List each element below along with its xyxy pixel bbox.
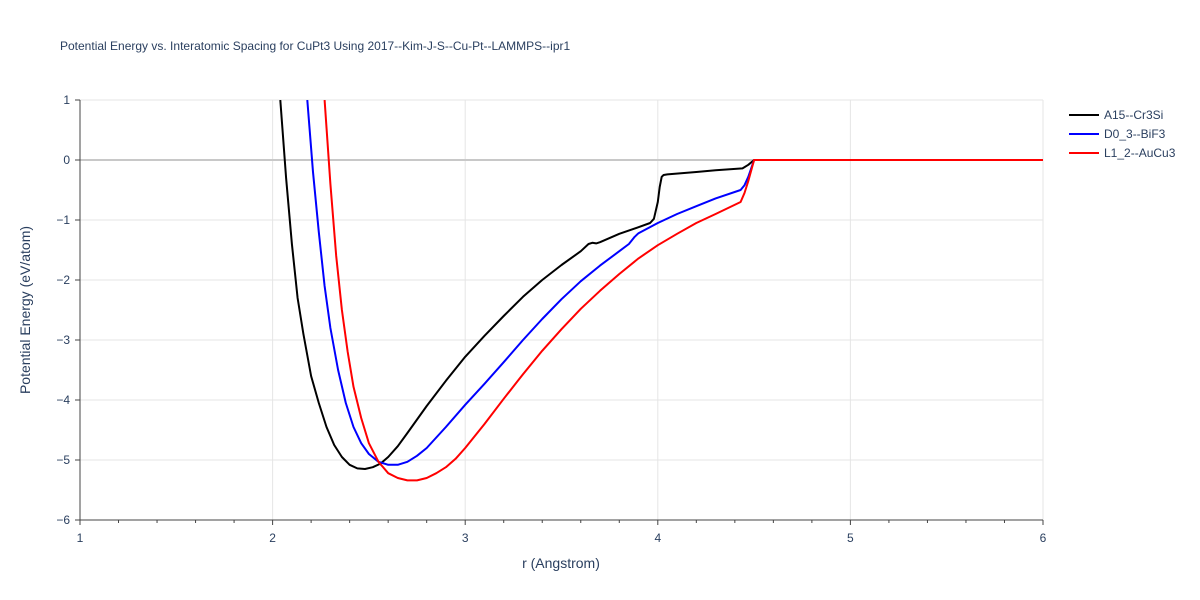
legend[interactable]: A15--Cr3Si D0_3--BiF3 L1_2--AuCu3 bbox=[1069, 108, 1176, 160]
legend-label: L1_2--AuCu3 bbox=[1104, 146, 1176, 160]
x-axis-title: r (Angstrom) bbox=[522, 555, 600, 571]
chart-title: Potential Energy vs. Interatomic Spacing… bbox=[60, 39, 570, 53]
series-line-3[interactable] bbox=[323, 100, 1043, 482]
x-tick-label: 4 bbox=[654, 531, 661, 545]
legend-item[interactable]: D0_3--BiF3 bbox=[1069, 127, 1166, 141]
axes: 1 2 3 4 5 6 1 0 −1 −2 −3 −4 −5 −6 bbox=[56, 93, 1046, 545]
x-tick-label: 5 bbox=[847, 531, 854, 545]
x-tick-label: 1 bbox=[77, 531, 84, 545]
y-tick-label: −6 bbox=[56, 513, 70, 527]
y-tick-label: −3 bbox=[56, 333, 70, 347]
x-tick-label: 2 bbox=[269, 531, 276, 545]
series-line-2[interactable] bbox=[306, 100, 1043, 466]
y-axis-title: Potential Energy (eV/atom) bbox=[17, 226, 33, 394]
y-tick-label: −2 bbox=[56, 273, 70, 287]
x-tick-label: 6 bbox=[1040, 531, 1047, 545]
series-lines bbox=[279, 100, 1043, 482]
y-tick-label: 0 bbox=[63, 153, 70, 167]
x-tick-label: 3 bbox=[462, 531, 469, 545]
legend-label: A15--Cr3Si bbox=[1104, 108, 1163, 122]
legend-label: D0_3--BiF3 bbox=[1104, 127, 1166, 141]
y-tick-label: −4 bbox=[56, 393, 70, 407]
series-line-1[interactable] bbox=[279, 100, 1043, 470]
legend-item[interactable]: L1_2--AuCu3 bbox=[1069, 146, 1176, 160]
grid bbox=[80, 99, 1044, 520]
y-tick-label: −1 bbox=[56, 213, 70, 227]
legend-item[interactable]: A15--Cr3Si bbox=[1069, 108, 1163, 122]
y-tick-label: −5 bbox=[56, 453, 70, 467]
y-tick-label: 1 bbox=[63, 93, 70, 107]
